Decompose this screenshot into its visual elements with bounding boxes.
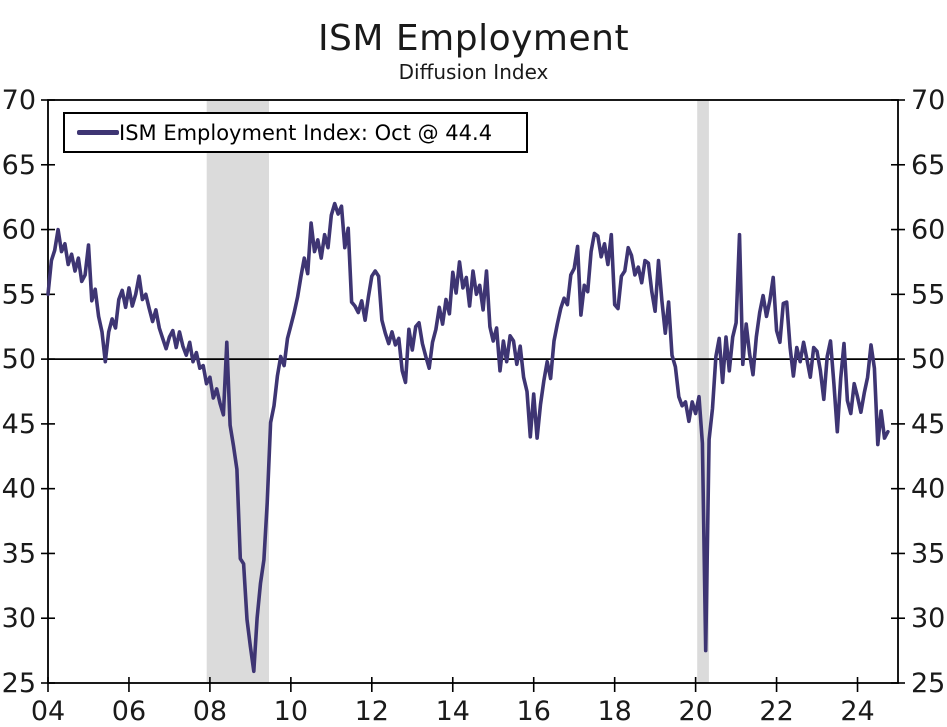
- x-axis-label: 24: [840, 696, 874, 727]
- x-axis-label: 06: [112, 696, 146, 727]
- y-axis-label-right: 35: [911, 538, 945, 569]
- y-axis-label-right: 70: [911, 85, 945, 116]
- chart-subtitle: Diffusion Index: [398, 60, 549, 84]
- y-axis-label-left: 35: [2, 538, 36, 569]
- y-axis-label-left: 70: [2, 85, 36, 116]
- chart-title: ISM Employment: [317, 18, 630, 59]
- y-axis-label-left: 55: [2, 279, 36, 310]
- legend: ISM Employment Index: Oct @ 44.4: [63, 112, 528, 153]
- recession-band: [697, 100, 709, 683]
- legend-line-swatch: [77, 130, 119, 135]
- y-axis-label-right: 50: [911, 344, 945, 375]
- y-axis-label-left: 50: [2, 344, 36, 375]
- y-axis-label-right: 55: [911, 279, 945, 310]
- y-axis-label-right: 45: [911, 409, 945, 440]
- x-axis-label: 22: [759, 696, 793, 727]
- x-axis-label: 12: [355, 696, 389, 727]
- y-axis-label-right: 65: [911, 150, 945, 181]
- y-axis-label-right: 60: [911, 215, 945, 246]
- y-axis-label-left: 40: [2, 474, 36, 505]
- y-axis-label-left: 60: [2, 215, 36, 246]
- y-axis-label-right: 25: [911, 668, 945, 699]
- ism-employment-line: [46, 201, 890, 674]
- x-axis-label: 14: [436, 696, 470, 727]
- x-axis-label: 08: [193, 696, 227, 727]
- x-axis-label: 10: [274, 696, 308, 727]
- x-axis-label: 18: [597, 696, 631, 727]
- y-axis-label-right: 30: [911, 603, 945, 634]
- legend-label: ISM Employment Index: Oct @ 44.4: [119, 120, 493, 145]
- x-axis-label: 04: [31, 696, 65, 727]
- y-axis-label-left: 30: [2, 603, 36, 634]
- plot-border: [47, 99, 899, 684]
- y-axis-label-left: 25: [2, 668, 36, 699]
- y-axis-label-left: 45: [2, 409, 36, 440]
- y-axis-label-right: 40: [911, 474, 945, 505]
- x-axis-label: 20: [678, 696, 712, 727]
- x-axis-label: 16: [517, 696, 551, 727]
- y-axis-label-left: 65: [2, 150, 36, 181]
